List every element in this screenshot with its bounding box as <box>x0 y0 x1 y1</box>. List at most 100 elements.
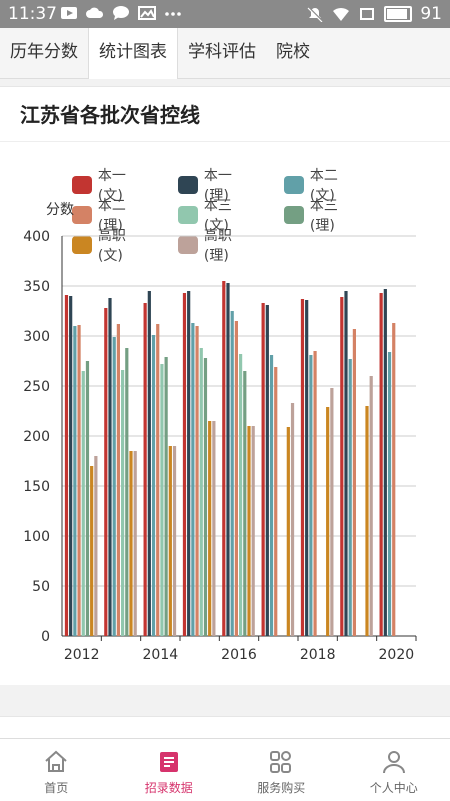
tab-history-scores[interactable]: 历年分数 <box>0 28 88 78</box>
tab-subject-evaluation[interactable]: 学科评估 <box>178 28 266 78</box>
bar <box>90 466 93 636</box>
grid-icon <box>268 749 294 775</box>
y-tick-label: 150 <box>23 479 50 495</box>
nav-admission-data[interactable]: 招录数据 <box>113 739 226 801</box>
bar <box>121 370 124 636</box>
chart-card: 江苏省各批次省控线 本一(文)本一(理)本二(文)本二(理)本三(文)本三(理)… <box>0 86 450 685</box>
y-tick-label: 400 <box>23 229 50 245</box>
bar <box>104 308 107 636</box>
y-axis-label: 分数 <box>46 202 74 218</box>
bar-chart: 0 50 100 150 200 250 300 350 400 分数 2012 2014 2016 20… <box>0 87 450 685</box>
bar <box>134 451 137 636</box>
y-tick-label: 50 <box>32 579 50 595</box>
bar <box>183 293 186 636</box>
y-tick-label: 350 <box>23 279 50 295</box>
bottom-nav: 首页 招录数据 服务购买 个人中心 <box>0 738 450 801</box>
bar <box>108 298 111 636</box>
nav-service-label: 服务购买 <box>225 779 338 796</box>
y-tick-label: 250 <box>23 379 50 395</box>
bar <box>313 351 316 636</box>
bar <box>380 293 383 636</box>
x-tick-label: 2012 <box>64 647 100 663</box>
bar <box>195 326 198 636</box>
bar <box>392 323 395 636</box>
x-tick-label: 2020 <box>379 647 415 663</box>
bar <box>94 456 97 636</box>
bar <box>353 329 356 636</box>
user-icon <box>381 749 407 775</box>
system-icons: 91 <box>306 4 442 24</box>
bar <box>247 426 250 636</box>
youtube-icon <box>60 5 78 21</box>
battery-icon <box>384 6 412 22</box>
bar <box>165 357 168 636</box>
bar <box>226 283 229 636</box>
bar <box>69 296 72 636</box>
more-icon <box>164 5 182 21</box>
bar <box>388 352 391 636</box>
tab-stat-charts[interactable]: 统计图表 <box>88 28 178 79</box>
bar <box>231 311 234 636</box>
bar <box>252 426 255 636</box>
bar <box>365 406 368 636</box>
y-tick-label: 200 <box>23 429 50 445</box>
y-tick-label: 0 <box>41 629 50 645</box>
bar <box>309 355 312 636</box>
nav-service-purchase[interactable]: 服务购买 <box>225 739 338 801</box>
bar <box>274 367 277 636</box>
bar <box>239 354 242 636</box>
bar <box>152 335 155 636</box>
bar <box>125 348 128 636</box>
nav-home[interactable]: 首页 <box>0 739 113 801</box>
bar <box>349 359 352 636</box>
wifi-icon <box>332 6 350 22</box>
nav-admission-label: 招录数据 <box>113 779 226 796</box>
bar <box>148 291 151 636</box>
bar <box>370 376 373 636</box>
tab-schools[interactable]: 院校 <box>266 28 320 78</box>
cloud-icon <box>86 5 104 21</box>
chat-icon <box>112 5 130 21</box>
bar <box>222 281 225 636</box>
status-time: 11:37 <box>8 4 57 24</box>
bar <box>173 446 176 636</box>
bar <box>144 303 147 636</box>
bar <box>262 303 265 636</box>
bar <box>204 358 207 636</box>
bar <box>384 289 387 636</box>
nav-home-label: 首页 <box>0 779 113 796</box>
bar <box>301 299 304 636</box>
bar <box>200 348 203 636</box>
y-tick-label: 300 <box>23 329 50 345</box>
bar <box>344 291 347 636</box>
mute-icon <box>306 6 324 22</box>
bar <box>65 295 68 636</box>
bar <box>187 291 190 636</box>
bar <box>212 421 215 636</box>
bar <box>235 321 238 636</box>
bar <box>129 451 132 636</box>
bar <box>266 305 269 636</box>
image-icon <box>138 5 156 21</box>
bar <box>287 427 290 636</box>
bar <box>117 324 120 636</box>
bar <box>156 324 159 636</box>
nav-personal-center[interactable]: 个人中心 <box>338 739 450 801</box>
home-icon <box>43 749 69 775</box>
bar <box>340 297 343 636</box>
bar <box>208 421 211 636</box>
bar <box>77 325 80 636</box>
bar <box>291 403 294 636</box>
x-tick-label: 2018 <box>300 647 336 663</box>
x-tick-label: 2016 <box>221 647 257 663</box>
sim-icon <box>358 6 376 22</box>
status-bar: 11:37 91 <box>0 0 450 28</box>
bar <box>82 371 85 636</box>
y-tick-label: 100 <box>23 529 50 545</box>
bar <box>86 361 89 636</box>
bar <box>330 388 333 636</box>
bar <box>305 300 308 636</box>
bar <box>191 323 194 636</box>
bar <box>169 446 172 636</box>
x-tick-label: 2014 <box>143 647 179 663</box>
